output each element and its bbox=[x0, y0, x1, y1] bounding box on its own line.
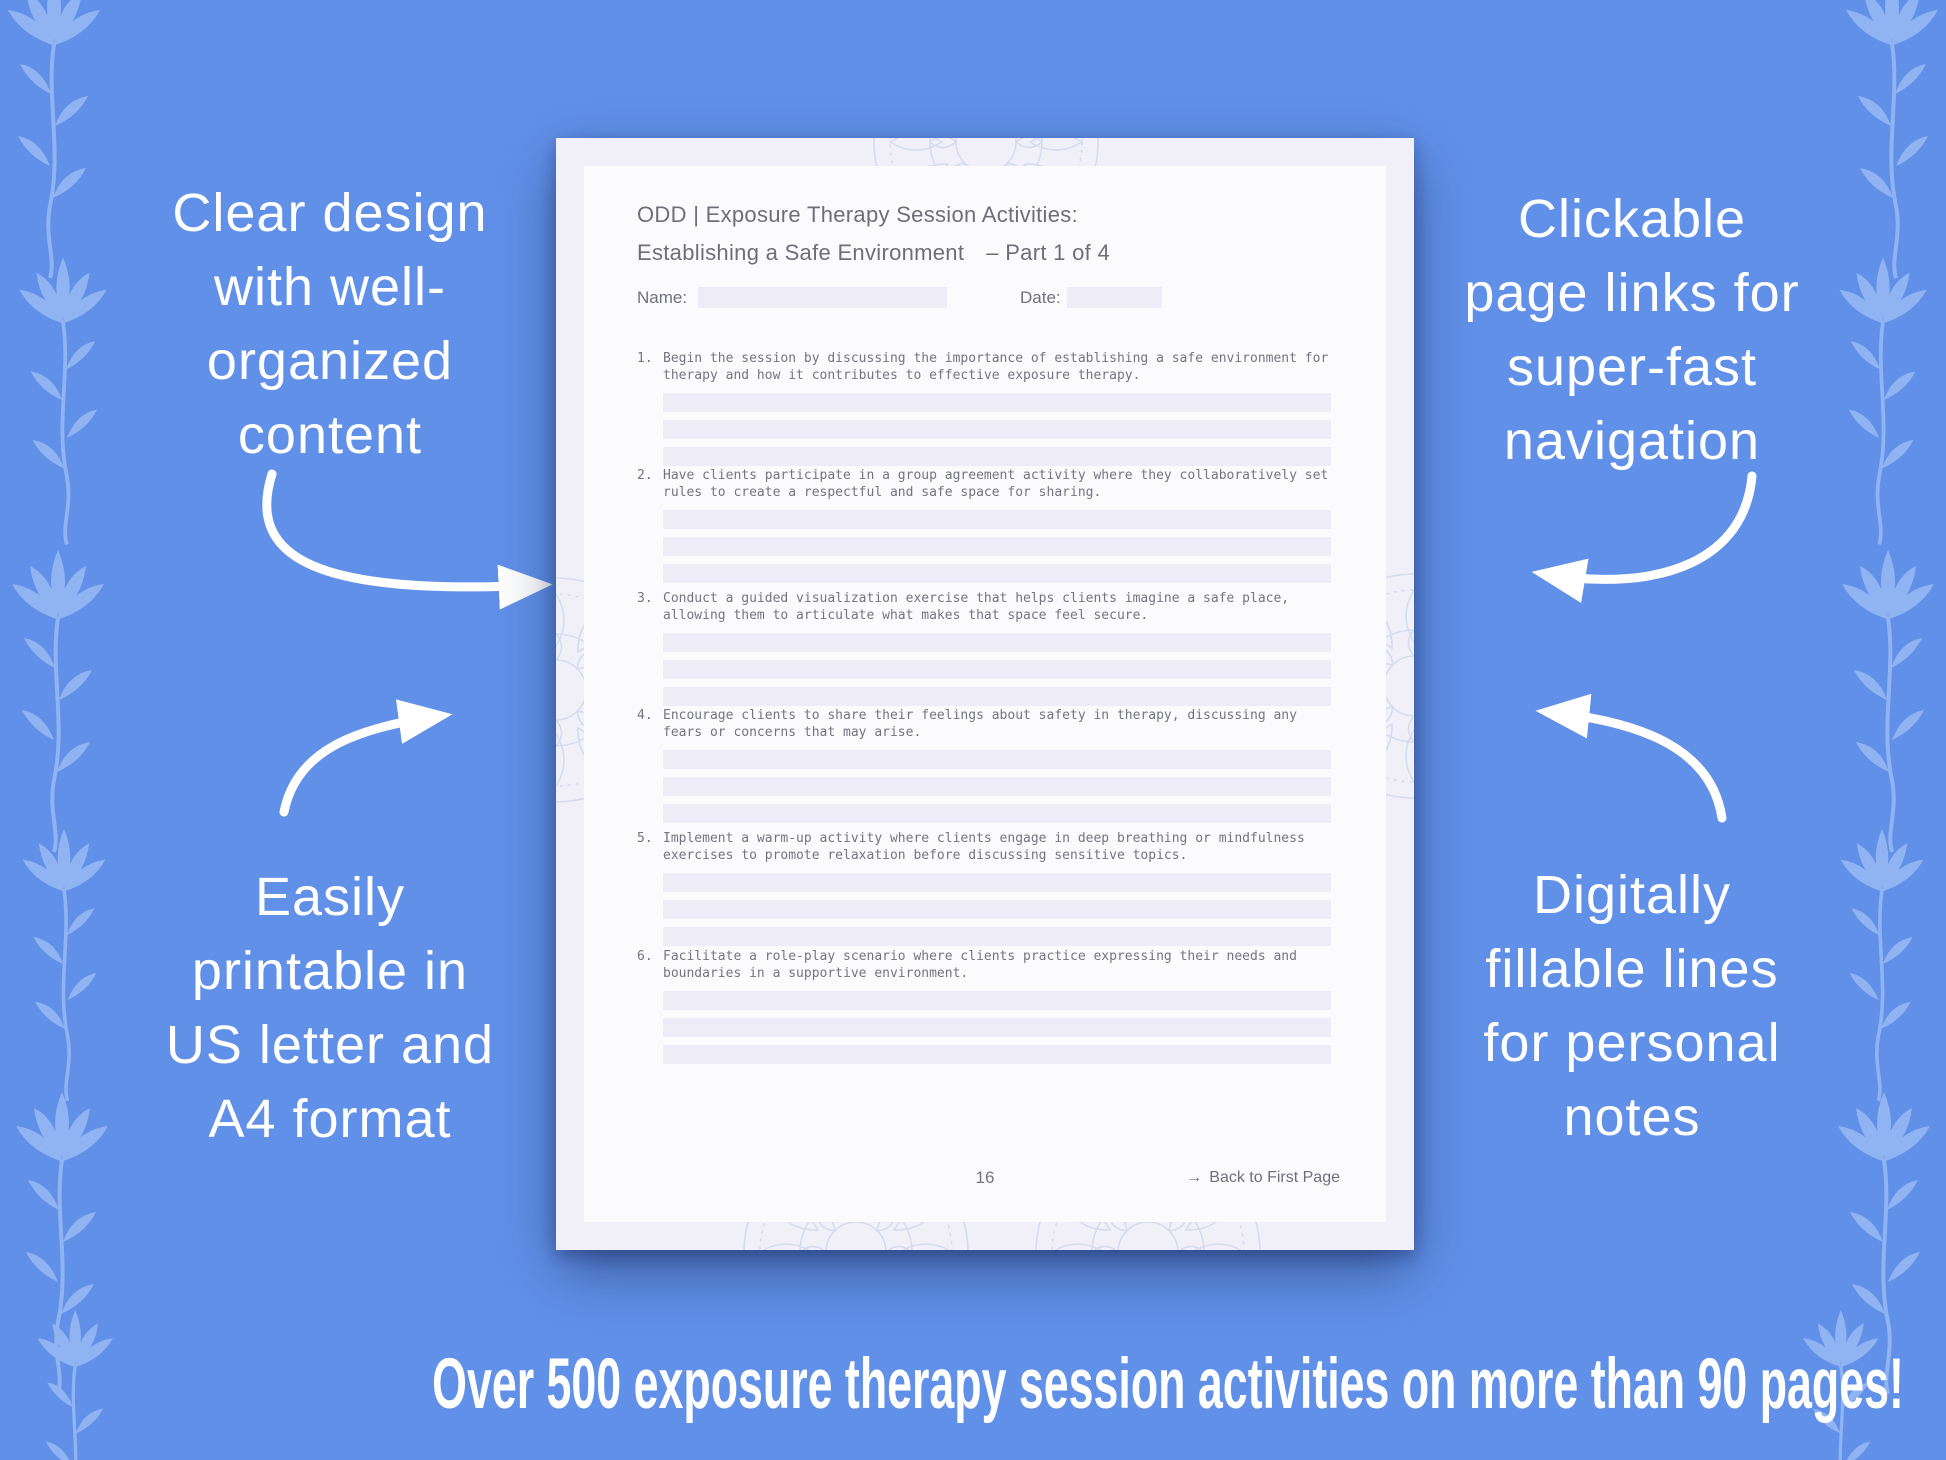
annotation-line: US letter and bbox=[165, 1015, 495, 1075]
activity-item-1: 1. Begin the session by discussing the i… bbox=[637, 350, 1331, 474]
activity-item-6: 6. Facilitate a role-play scenario where… bbox=[637, 948, 1331, 1072]
annotation-line: printable in bbox=[191, 941, 469, 1001]
worksheet-page: ODD | Exposure Therapy Session Activitie… bbox=[556, 138, 1414, 1250]
worksheet-subtitle-text: Establishing a Safe Environment bbox=[637, 240, 965, 265]
item-number: 3. bbox=[637, 591, 653, 606]
activity-item-4: 4. Encourage clients to share their feel… bbox=[637, 707, 1331, 831]
item-text: Conduct a guided visualization exercise … bbox=[663, 591, 1290, 623]
fillable-line[interactable] bbox=[663, 900, 1331, 919]
item-text: Implement a warm-up activity where clien… bbox=[663, 831, 1305, 863]
curved-arrow-right-top bbox=[1531, 471, 1757, 603]
annotation-clickable-links: Clickable page links for super-fast navi… bbox=[1412, 182, 1852, 478]
headline-text: Over 500 exposure therapy session activi… bbox=[432, 1345, 1904, 1424]
annotation-line: Digitally bbox=[1532, 865, 1732, 925]
name-label: Name: bbox=[637, 288, 688, 307]
annotation-line: fillable lines bbox=[1485, 939, 1779, 999]
bottom-banner: Over 500 exposure therapy session activi… bbox=[0, 1344, 1946, 1425]
annotation-line: with well- bbox=[213, 257, 447, 317]
fillable-line[interactable] bbox=[663, 750, 1331, 769]
fillable-line[interactable] bbox=[663, 804, 1331, 823]
worksheet-title: ODD | Exposure Therapy Session Activitie… bbox=[637, 202, 1078, 227]
date-field[interactable] bbox=[1067, 287, 1162, 308]
fillable-line[interactable] bbox=[663, 564, 1331, 583]
fillable-line[interactable] bbox=[663, 927, 1331, 946]
item-number: 4. bbox=[637, 708, 653, 723]
annotation-line: navigation bbox=[1503, 411, 1761, 471]
item-number: 6. bbox=[637, 949, 653, 964]
annotation-line: Easily bbox=[254, 867, 406, 927]
curved-arrow-left-top bbox=[262, 469, 553, 610]
activity-item-5: 5. Implement a warm-up activity where cl… bbox=[637, 830, 1331, 954]
annotation-line: for personal bbox=[1483, 1013, 1781, 1073]
annotation-line: super-fast bbox=[1506, 337, 1758, 397]
back-link-label: Back to First Page bbox=[1209, 1169, 1340, 1186]
annotation-clear-design: Clear design with well- organized conten… bbox=[110, 176, 550, 472]
curved-arrow-right-middle bbox=[1535, 693, 1727, 823]
item-text: Encourage clients to share their feeling… bbox=[663, 708, 1297, 740]
fillable-line[interactable] bbox=[663, 687, 1331, 706]
curved-arrow-left-middle bbox=[279, 699, 453, 817]
item-text: Facilitate a role-play scenario where cl… bbox=[663, 949, 1297, 981]
fillable-line[interactable] bbox=[663, 510, 1331, 529]
fillable-line[interactable] bbox=[663, 447, 1331, 466]
name-field[interactable] bbox=[698, 287, 947, 308]
annotation-line: content bbox=[237, 405, 423, 465]
item-text: Begin the session by discussing the impo… bbox=[663, 351, 1329, 383]
item-number: 1. bbox=[637, 351, 653, 366]
item-number: 2. bbox=[637, 468, 653, 483]
activity-item-2: 2. Have clients participate in a group a… bbox=[637, 467, 1331, 591]
fillable-line[interactable] bbox=[663, 633, 1331, 652]
fillable-line[interactable] bbox=[663, 777, 1331, 796]
arrow-right-icon: → bbox=[1186, 1169, 1203, 1186]
annotation-line: Clickable bbox=[1517, 189, 1747, 249]
item-text: Have clients participate in a group agre… bbox=[663, 468, 1329, 500]
annotation-line: organized bbox=[206, 331, 454, 391]
fillable-line[interactable] bbox=[663, 873, 1331, 892]
annotation-line: notes bbox=[1563, 1087, 1701, 1147]
fillable-line[interactable] bbox=[663, 991, 1331, 1010]
fillable-line[interactable] bbox=[663, 537, 1331, 556]
fillable-line[interactable] bbox=[663, 393, 1331, 412]
page-number: 16 bbox=[975, 1168, 995, 1187]
worksheet-part-label: – Part 1 of 4 bbox=[986, 240, 1111, 265]
item-number: 5. bbox=[637, 831, 653, 846]
fillable-line[interactable] bbox=[663, 1045, 1331, 1064]
fillable-line[interactable] bbox=[663, 660, 1331, 679]
fillable-line[interactable] bbox=[663, 1018, 1331, 1037]
activity-item-3: 3. Conduct a guided visualization exerci… bbox=[637, 590, 1331, 714]
annotation-line: page links for bbox=[1464, 263, 1800, 323]
fillable-line[interactable] bbox=[663, 420, 1331, 439]
annotation-fillable-lines: Digitally fillable lines for personal no… bbox=[1412, 858, 1852, 1154]
worksheet-subtitle: Establishing a Safe Environment – Part 1… bbox=[637, 240, 1110, 266]
date-label: Date: bbox=[1020, 288, 1061, 307]
back-to-first-page-link[interactable]: → Back to First Page bbox=[1186, 1169, 1340, 1187]
annotation-line: A4 format bbox=[208, 1089, 452, 1149]
annotation-easily-printable: Easily printable in US letter and A4 for… bbox=[110, 860, 550, 1156]
annotation-line: Clear design bbox=[172, 183, 488, 243]
